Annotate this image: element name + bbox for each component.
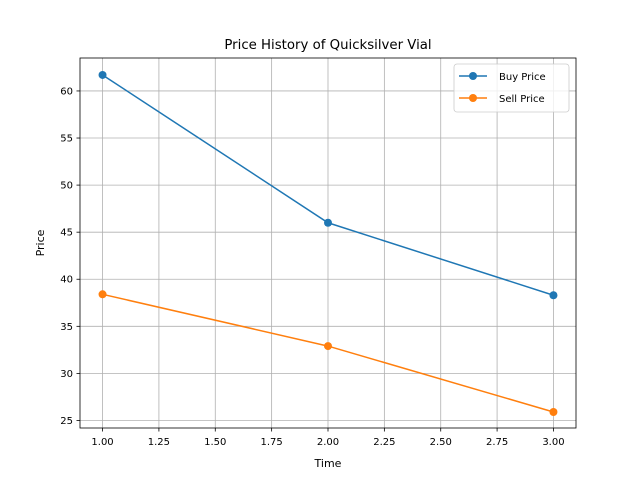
data-point-sell-price [549,407,558,416]
data-point-sell-price [98,290,107,299]
series-layer [98,70,558,416]
x-tick-label: 1.25 [148,437,170,448]
data-point-buy-price [98,70,107,79]
x-tick-label: 2.50 [430,437,452,448]
data-point-buy-price [549,291,558,300]
x-tick-label: 2.00 [317,437,339,448]
data-point-buy-price [324,218,332,227]
legend-marker-sell-price [469,94,477,102]
ticks: 1.00 1.25 1.50 1.75 2.00 2.25 2.50 2.75 3.00 25 30… [60,86,564,448]
y-tick-label: 35 [60,322,73,333]
x-tick-label: 3.00 [542,437,564,448]
y-tick-label: 45 [60,228,73,239]
legend-label-sell-price: Sell Price [499,94,545,105]
x-tick-label: 1.75 [261,437,283,448]
chart-title: Price History of Quicksilver Vial [224,38,431,53]
y-tick-label: 25 [60,416,73,427]
x-tick-label: 1.00 [91,437,113,448]
x-tick-label: 2.75 [486,437,508,448]
data-point-sell-price [324,342,332,351]
legend: Buy Price Sell Price [453,63,570,113]
x-tick-label: 1.50 [204,437,226,448]
legend-label-buy-price: Buy Price [499,72,546,83]
x-axis-label: Time [314,457,342,470]
y-tick-label: 60 [60,86,73,97]
y-axis-label: Price [34,229,47,256]
y-tick-label: 55 [60,134,73,145]
x-tick-label: 2.25 [373,437,395,448]
y-tick-label: 50 [60,181,73,192]
grid [80,58,576,428]
y-tick-label: 40 [60,275,73,286]
y-tick-label: 30 [60,369,73,380]
legend-marker-buy-price [469,72,477,80]
